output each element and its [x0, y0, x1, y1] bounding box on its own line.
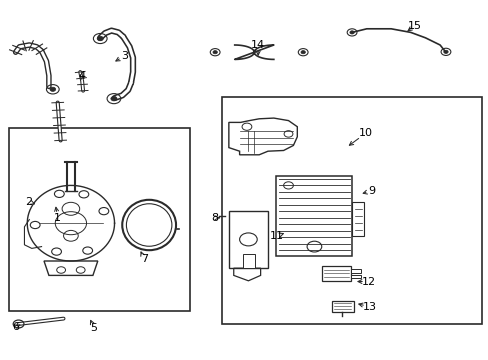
Text: 6: 6 [12, 322, 19, 332]
Text: 12: 12 [361, 276, 375, 287]
Text: 11: 11 [270, 231, 284, 241]
Text: 13: 13 [362, 302, 376, 312]
Text: 8: 8 [211, 213, 218, 223]
Text: 1: 1 [54, 213, 61, 223]
Bar [228, 211, 267, 268]
Circle shape [349, 31, 353, 34]
Bar [331, 301, 353, 312]
Bar [321, 266, 350, 281]
Bar [9, 128, 189, 311]
Bar [242, 254, 254, 268]
Text: 15: 15 [407, 21, 421, 31]
Text: 7: 7 [141, 254, 147, 264]
Text: 9: 9 [367, 186, 374, 196]
Text: 4: 4 [79, 71, 85, 81]
Bar [350, 269, 360, 273]
Circle shape [97, 36, 103, 41]
Circle shape [301, 50, 305, 54]
Circle shape [50, 87, 56, 91]
Circle shape [443, 50, 447, 54]
Circle shape [212, 50, 217, 54]
Text: 14: 14 [251, 40, 264, 50]
Text: 3: 3 [121, 51, 128, 61]
Text: 2: 2 [25, 197, 32, 207]
Bar [222, 97, 481, 324]
Circle shape [111, 96, 117, 101]
Text: 10: 10 [358, 128, 372, 138]
Text: 5: 5 [90, 323, 97, 333]
Bar [276, 176, 351, 256]
Bar [350, 275, 360, 278]
Bar [351, 202, 364, 236]
